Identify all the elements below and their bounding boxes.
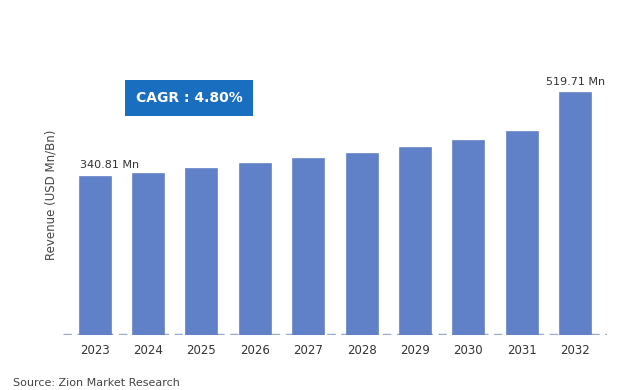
Text: 2024-2032 (USD Million): 2024-2032 (USD Million) <box>374 16 575 31</box>
Bar <box>559 92 591 335</box>
Bar <box>185 168 217 335</box>
Bar <box>506 131 538 335</box>
Bar <box>453 140 485 335</box>
Bar <box>132 173 164 335</box>
Bar <box>239 163 271 335</box>
Text: Global Critical Care Diagnostics Market,: Global Critical Care Diagnostics Market, <box>11 14 402 32</box>
Text: CAGR : 4.80%: CAGR : 4.80% <box>136 91 242 105</box>
Y-axis label: Revenue (USD Mn/Bn): Revenue (USD Mn/Bn) <box>44 130 57 260</box>
Text: 519.71 Mn: 519.71 Mn <box>546 76 605 87</box>
Bar <box>292 158 324 335</box>
Bar <box>79 176 111 335</box>
Text: Source: Zion Market Research: Source: Zion Market Research <box>13 378 180 388</box>
Bar <box>399 147 431 335</box>
Bar <box>346 153 377 335</box>
FancyBboxPatch shape <box>125 80 253 116</box>
Text: 340.81 Mn: 340.81 Mn <box>80 160 139 170</box>
